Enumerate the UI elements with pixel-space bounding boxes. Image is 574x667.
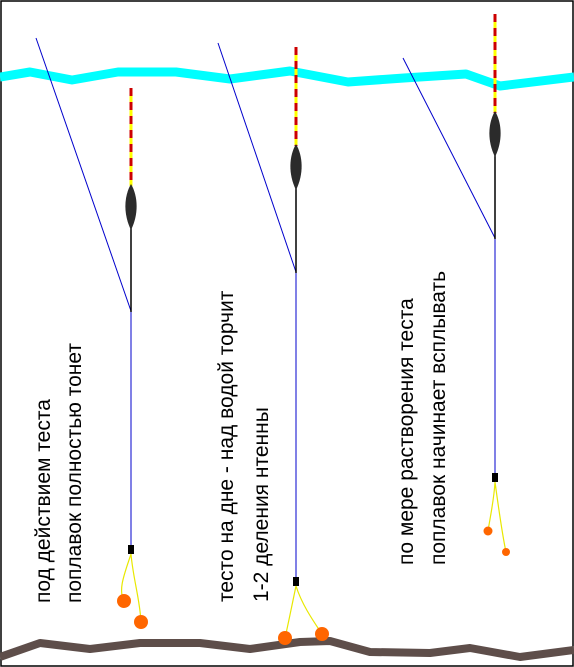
leader-3 [487,481,507,553]
caption-on-bottom: тесто на дне - над водой торчит 1-2 деле… [215,290,273,602]
rod-line-3 [402,57,496,239]
dough-ball-1a [117,594,131,608]
caption-sinking: под действием теста поплавок полностью т… [32,343,86,603]
water-surface [0,66,574,91]
dough-ball-1b [134,615,148,629]
dough-ball-2a [278,631,292,645]
panel-on-bottom [217,42,329,645]
float-body-2 [290,144,302,190]
float-body-1 [125,184,137,230]
rod-line-1 [35,37,132,312]
caption-sinking-line2: поплавок полностью тонет [63,343,86,603]
swivel-3 [492,473,498,482]
panel-rising [402,14,510,556]
dough-ball-3a [483,526,493,536]
caption-rising-line2: поплавок начинает всплывать [427,271,450,565]
dough-ball-2b [315,627,329,641]
caption-on-bottom-line1: тесто на дне - над водой торчит [215,290,238,602]
swivel-2 [293,577,299,586]
caption-on-bottom-line2: 1-2 деления нтенны [250,407,273,602]
caption-sinking-line1: под действием теста [32,399,55,603]
caption-rising-line1: по мере растворения теста [395,298,418,565]
dough-ball-3b [502,548,510,556]
bottom-line [0,637,574,661]
rod-line-2 [217,42,297,273]
panel-sinking [35,37,148,629]
caption-rising: по мере растворения теста поплавок начин… [395,271,450,565]
leader-1 [120,553,142,623]
swivel-1 [128,545,134,554]
float-body-3 [489,111,501,157]
